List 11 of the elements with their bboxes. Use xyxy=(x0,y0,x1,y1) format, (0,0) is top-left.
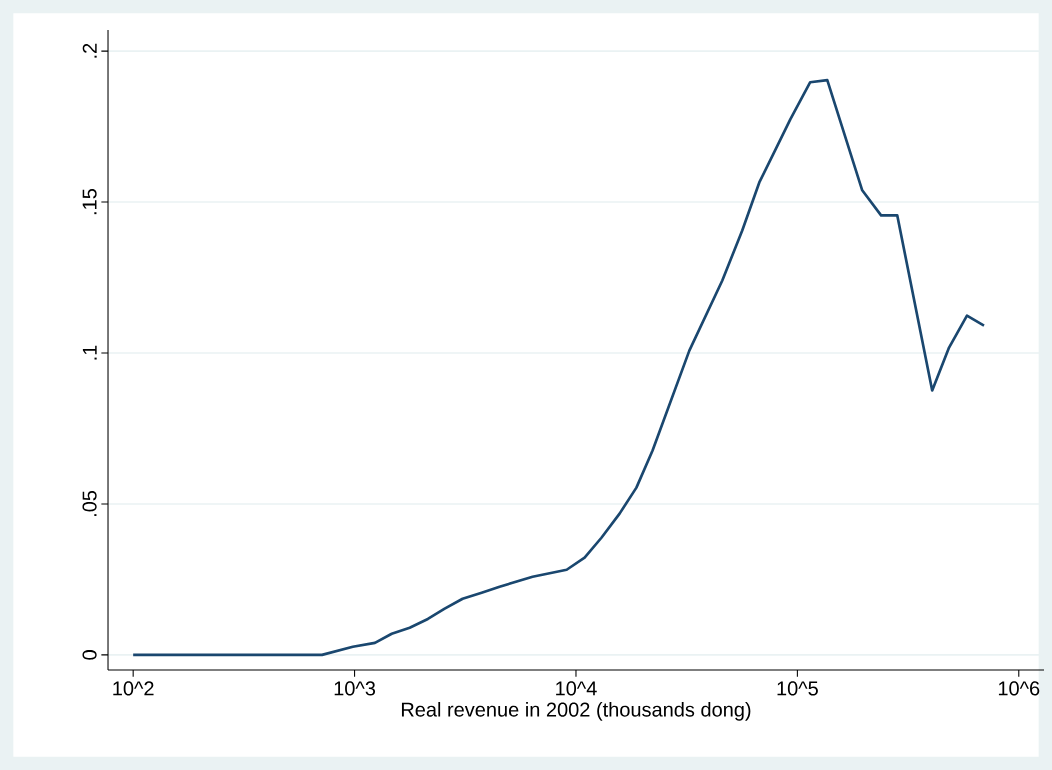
x-tick-label: 10^6 xyxy=(998,681,1040,696)
y-tick-label: .05 xyxy=(82,490,97,517)
x-tick-label: 10^5 xyxy=(777,681,818,696)
y-tick-label: 0 xyxy=(82,650,97,660)
y-tick-label: .15 xyxy=(82,189,97,215)
x-tick-label: 10^3 xyxy=(334,681,376,696)
x-tick-label: 10^4 xyxy=(556,681,597,696)
x-tick-label: 10^2 xyxy=(113,681,154,696)
y-tick-label: .2 xyxy=(82,43,97,58)
x-axis-title: Real revenue in 2002 (thousands dong) xyxy=(401,702,751,721)
y-tick-label: .1 xyxy=(82,345,97,360)
